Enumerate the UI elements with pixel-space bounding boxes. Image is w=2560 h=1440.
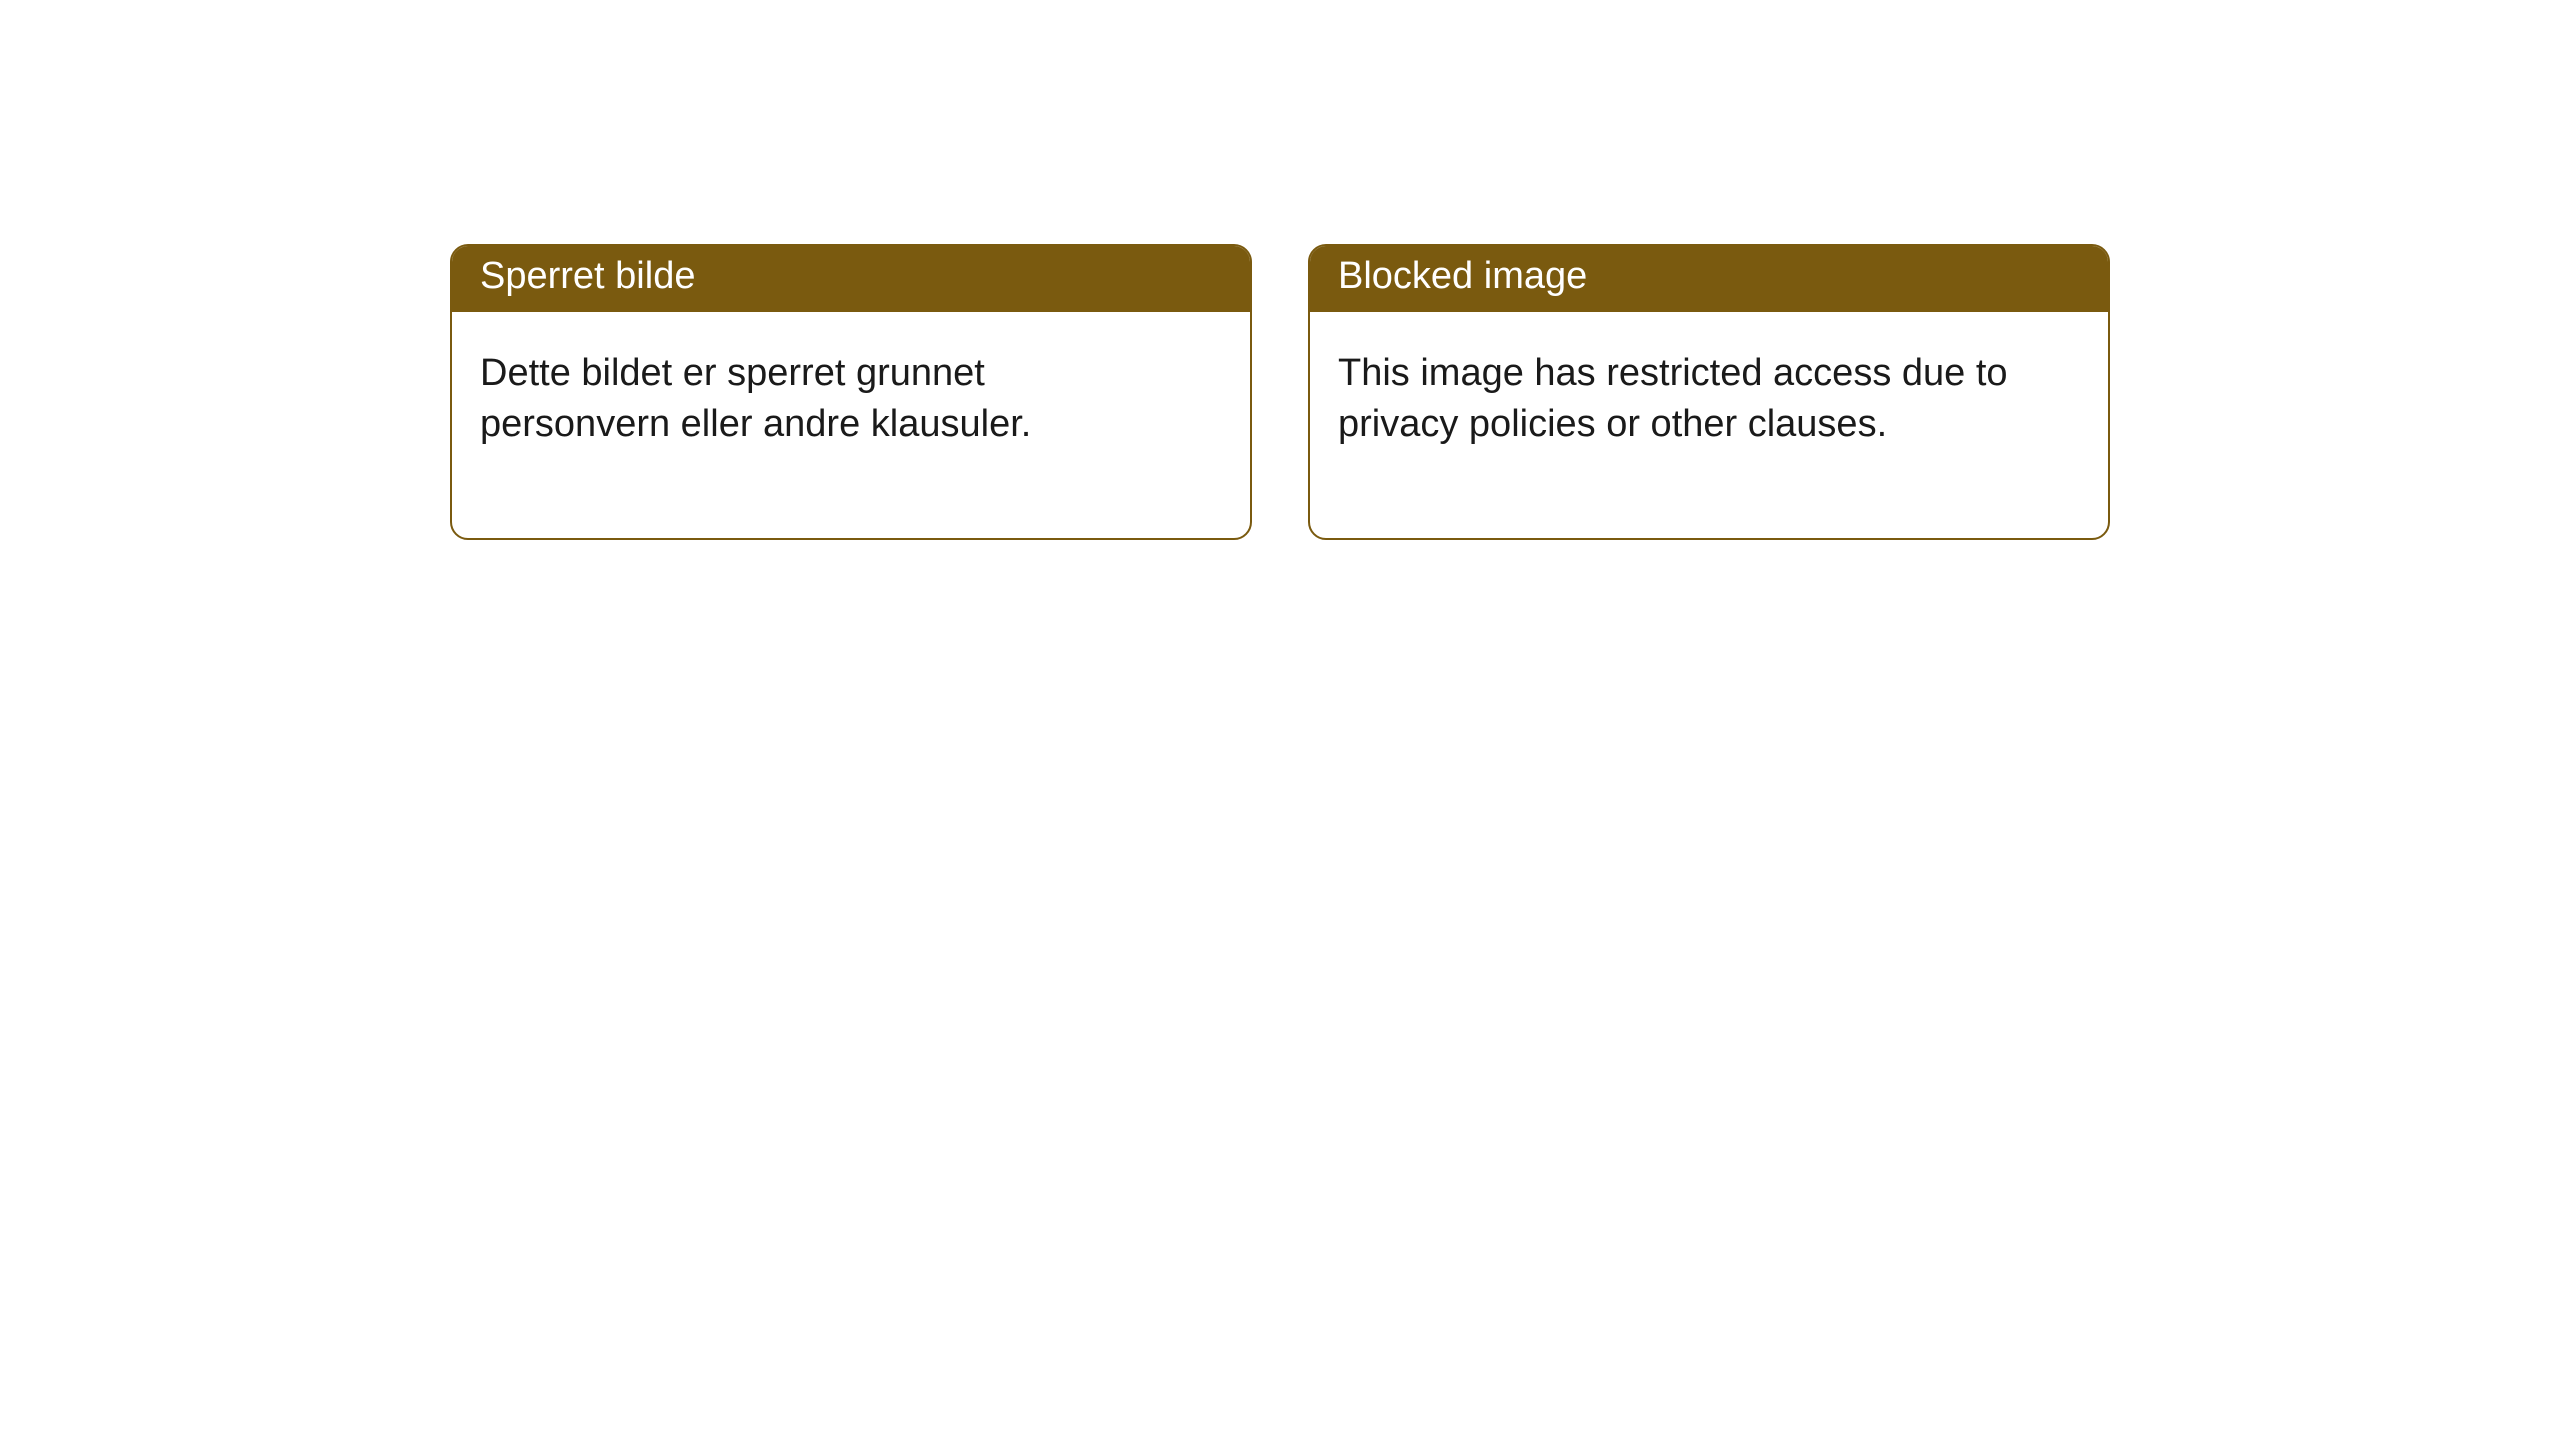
notice-title: Blocked image [1310,246,2108,312]
notice-message: This image has restricted access due to … [1338,348,2038,451]
blocked-image-notices: Sperret bilde Dette bildet er sperret gr… [450,244,2110,540]
notice-message: Dette bildet er sperret grunnet personve… [480,348,1180,451]
notice-card-norwegian: Sperret bilde Dette bildet er sperret gr… [450,244,1252,540]
notice-card-english: Blocked image This image has restricted … [1308,244,2110,540]
notice-body: This image has restricted access due to … [1310,312,2108,538]
notice-title: Sperret bilde [452,246,1250,312]
notice-body: Dette bildet er sperret grunnet personve… [452,312,1250,538]
